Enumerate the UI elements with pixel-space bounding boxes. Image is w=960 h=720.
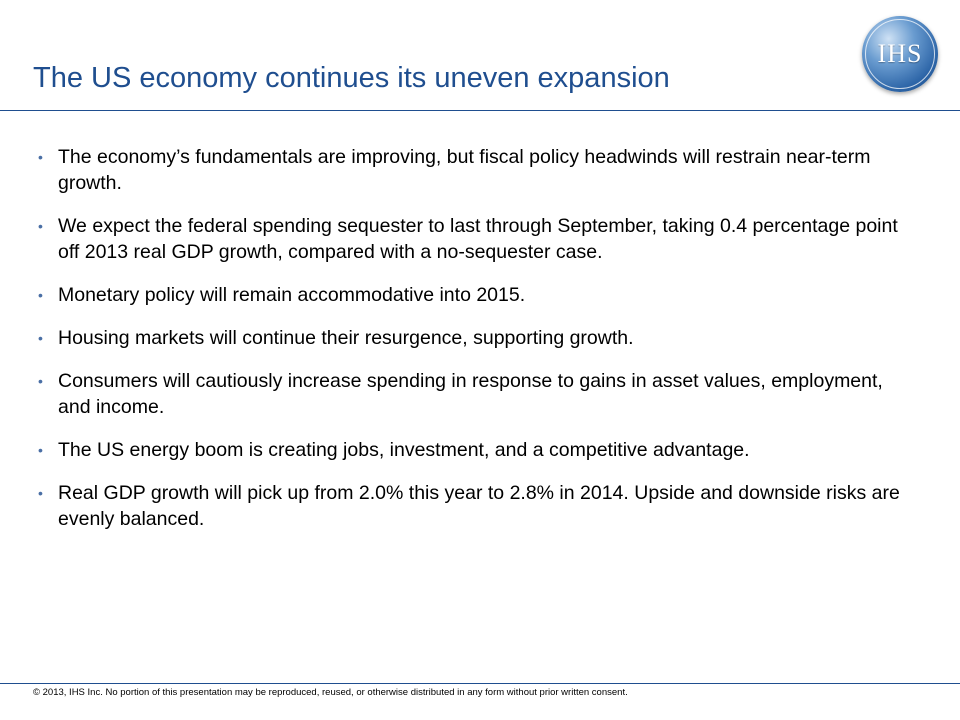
bullet-dot-icon: •: [38, 287, 43, 303]
bullet-text: The economy’s fundamentals are improving…: [58, 146, 871, 194]
footer-divider: [0, 683, 960, 684]
bullet-dot-icon: •: [38, 373, 43, 389]
bullet-dot-icon: •: [38, 149, 43, 165]
bullet-list: • The economy’s fundamentals are improvi…: [38, 144, 918, 549]
bullet-item: • Monetary policy will remain accommodat…: [38, 282, 918, 308]
bullet-item: • The US energy boom is creating jobs, i…: [38, 437, 918, 463]
ihs-logo-icon: IHS: [862, 16, 938, 92]
bullet-text: Consumers will cautiously increase spend…: [58, 370, 883, 418]
bullet-dot-icon: •: [38, 442, 43, 458]
bullet-text: Monetary policy will remain accommodativ…: [58, 284, 526, 306]
logo-text: IHS: [877, 39, 923, 68]
bullet-text: Real GDP growth will pick up from 2.0% t…: [58, 482, 900, 530]
bullet-item: • Housing markets will continue their re…: [38, 325, 918, 351]
bullet-dot-icon: •: [38, 330, 43, 346]
copyright-footer: © 2013, IHS Inc. No portion of this pres…: [33, 687, 628, 698]
title-divider: [0, 110, 960, 111]
bullet-item: • Real GDP growth will pick up from 2.0%…: [38, 480, 918, 532]
bullet-text: The US energy boom is creating jobs, inv…: [58, 439, 750, 461]
bullet-item: • Consumers will cautiously increase spe…: [38, 368, 918, 420]
bullet-dot-icon: •: [38, 485, 43, 501]
slide-title: The US economy continues its uneven expa…: [33, 62, 670, 94]
logo-ring: IHS: [865, 19, 935, 89]
bullet-item: • We expect the federal spending sequest…: [38, 213, 918, 265]
bullet-text: We expect the federal spending sequester…: [58, 215, 898, 263]
bullet-dot-icon: •: [38, 218, 43, 234]
bullet-item: • The economy’s fundamentals are improvi…: [38, 144, 918, 196]
bullet-text: Housing markets will continue their resu…: [58, 327, 634, 349]
